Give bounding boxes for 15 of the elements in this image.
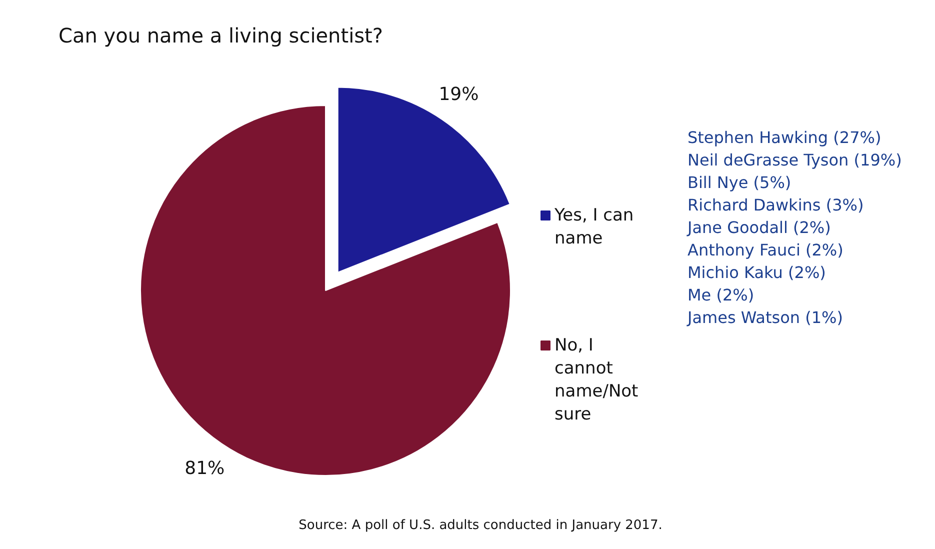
text: James Watson (1%) (686, 308, 843, 327)
text: Richard Dawkins (3%) (688, 196, 864, 214)
data-label: 19% (438, 84, 479, 105)
text: Michio Kaku (2%) (688, 263, 826, 282)
text: Jane Goodall (2%) (686, 218, 831, 237)
text: Stephen Hawking (27%) (688, 128, 882, 147)
data-label: 81% (184, 458, 225, 479)
chart-title: Can you name a living scientist? (58, 24, 384, 48)
text: Neil deGrasse Tyson (19%) (688, 150, 902, 170)
text: Me (2%) (688, 286, 754, 304)
text: Bill Nye (5%) (688, 173, 792, 192)
legend-label: Yes, I can name (554, 206, 634, 248)
text: Anthony Fauci (2%) (688, 240, 844, 260)
source-note: Source: A poll of U.S. adults conducted in January 2017. (298, 518, 662, 533)
legend-label: No, I cannot name/Not sure (554, 336, 639, 424)
